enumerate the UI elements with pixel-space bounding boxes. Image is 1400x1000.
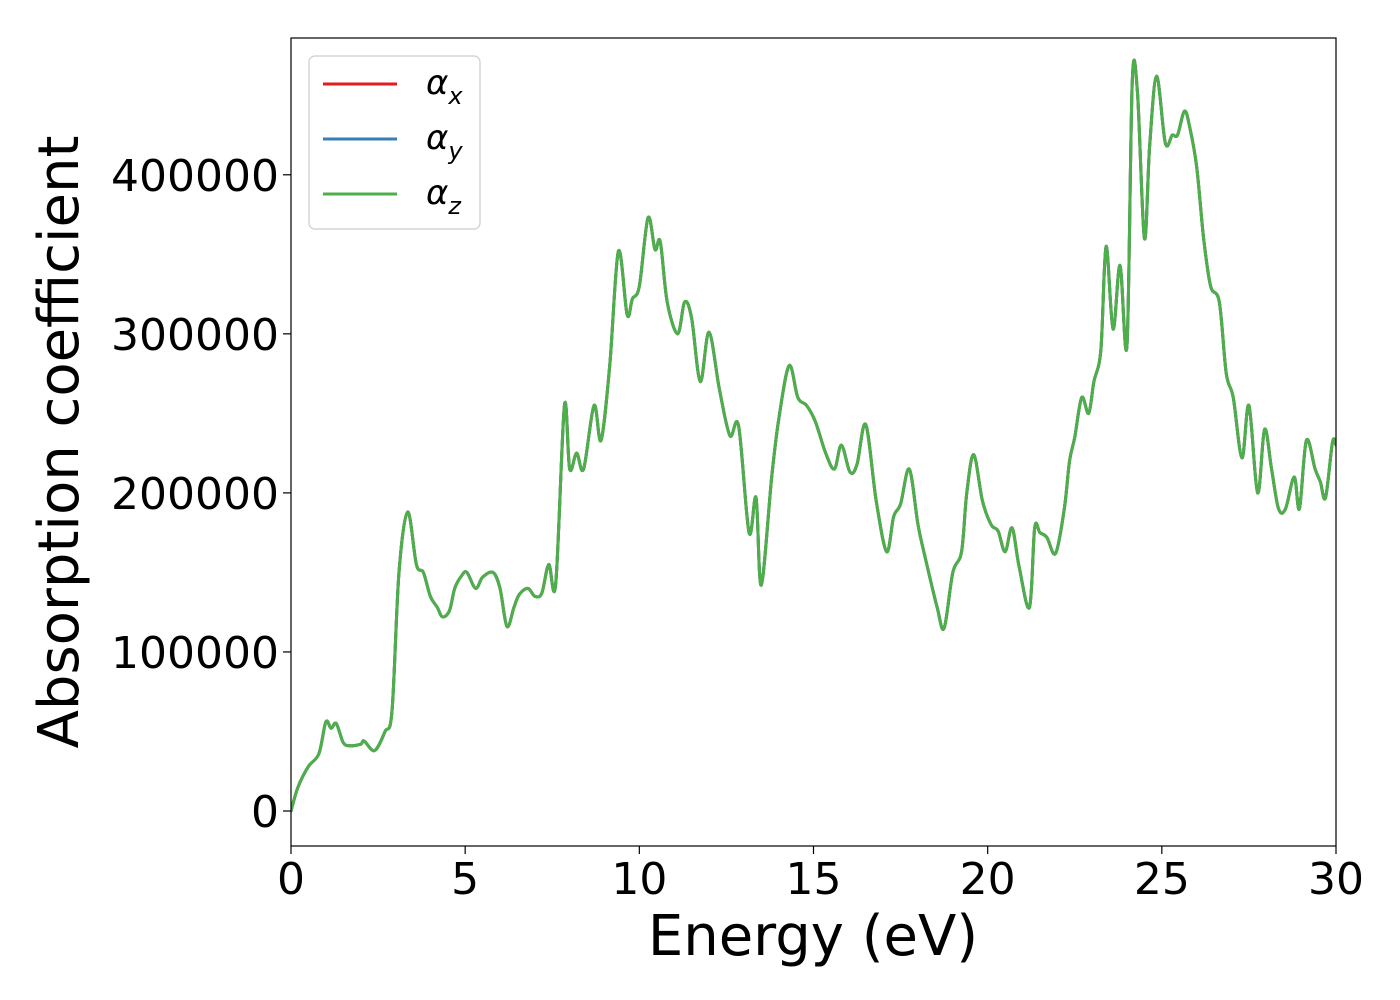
y-axis: 0 100000 200000 300000 400000 — [111, 151, 291, 838]
legend-label-base: α — [426, 63, 448, 103]
legend-label-subscript: y — [447, 137, 463, 165]
y-axis-title: Absorption coefficient — [27, 136, 92, 749]
y-tick-label: 100000 — [111, 628, 279, 679]
legend-label-base: α — [426, 118, 448, 158]
series-layer — [291, 58, 1336, 813]
y-tick-label: 300000 — [111, 310, 279, 361]
legend-label-alpha-z: αz — [426, 173, 462, 220]
x-axis-title: Energy (eV) — [648, 904, 978, 969]
y-tick-label: 200000 — [111, 469, 279, 520]
y-tick-label: 400000 — [111, 151, 279, 202]
legend-box — [308, 55, 481, 230]
legend-label-subscript: z — [447, 192, 462, 220]
x-tick-label: 15 — [786, 854, 842, 905]
legend-label-base: α — [426, 173, 448, 213]
legend-label-subscript: x — [447, 82, 463, 110]
x-tick-label: 0 — [277, 854, 305, 905]
legend-label-alpha-y: αy — [426, 118, 463, 165]
series-line-alpha-z — [291, 58, 1336, 813]
legend-label-alpha-x: αx — [426, 63, 463, 110]
y-tick-label: 0 — [251, 787, 279, 838]
x-tick-label: 20 — [960, 854, 1016, 905]
x-tick-label: 10 — [611, 854, 667, 905]
x-tick-label: 25 — [1134, 854, 1190, 905]
x-tick-label: 30 — [1308, 854, 1364, 905]
x-axis: 0 5 10 15 20 25 30 — [277, 846, 1364, 905]
x-tick-label: 5 — [451, 854, 479, 905]
